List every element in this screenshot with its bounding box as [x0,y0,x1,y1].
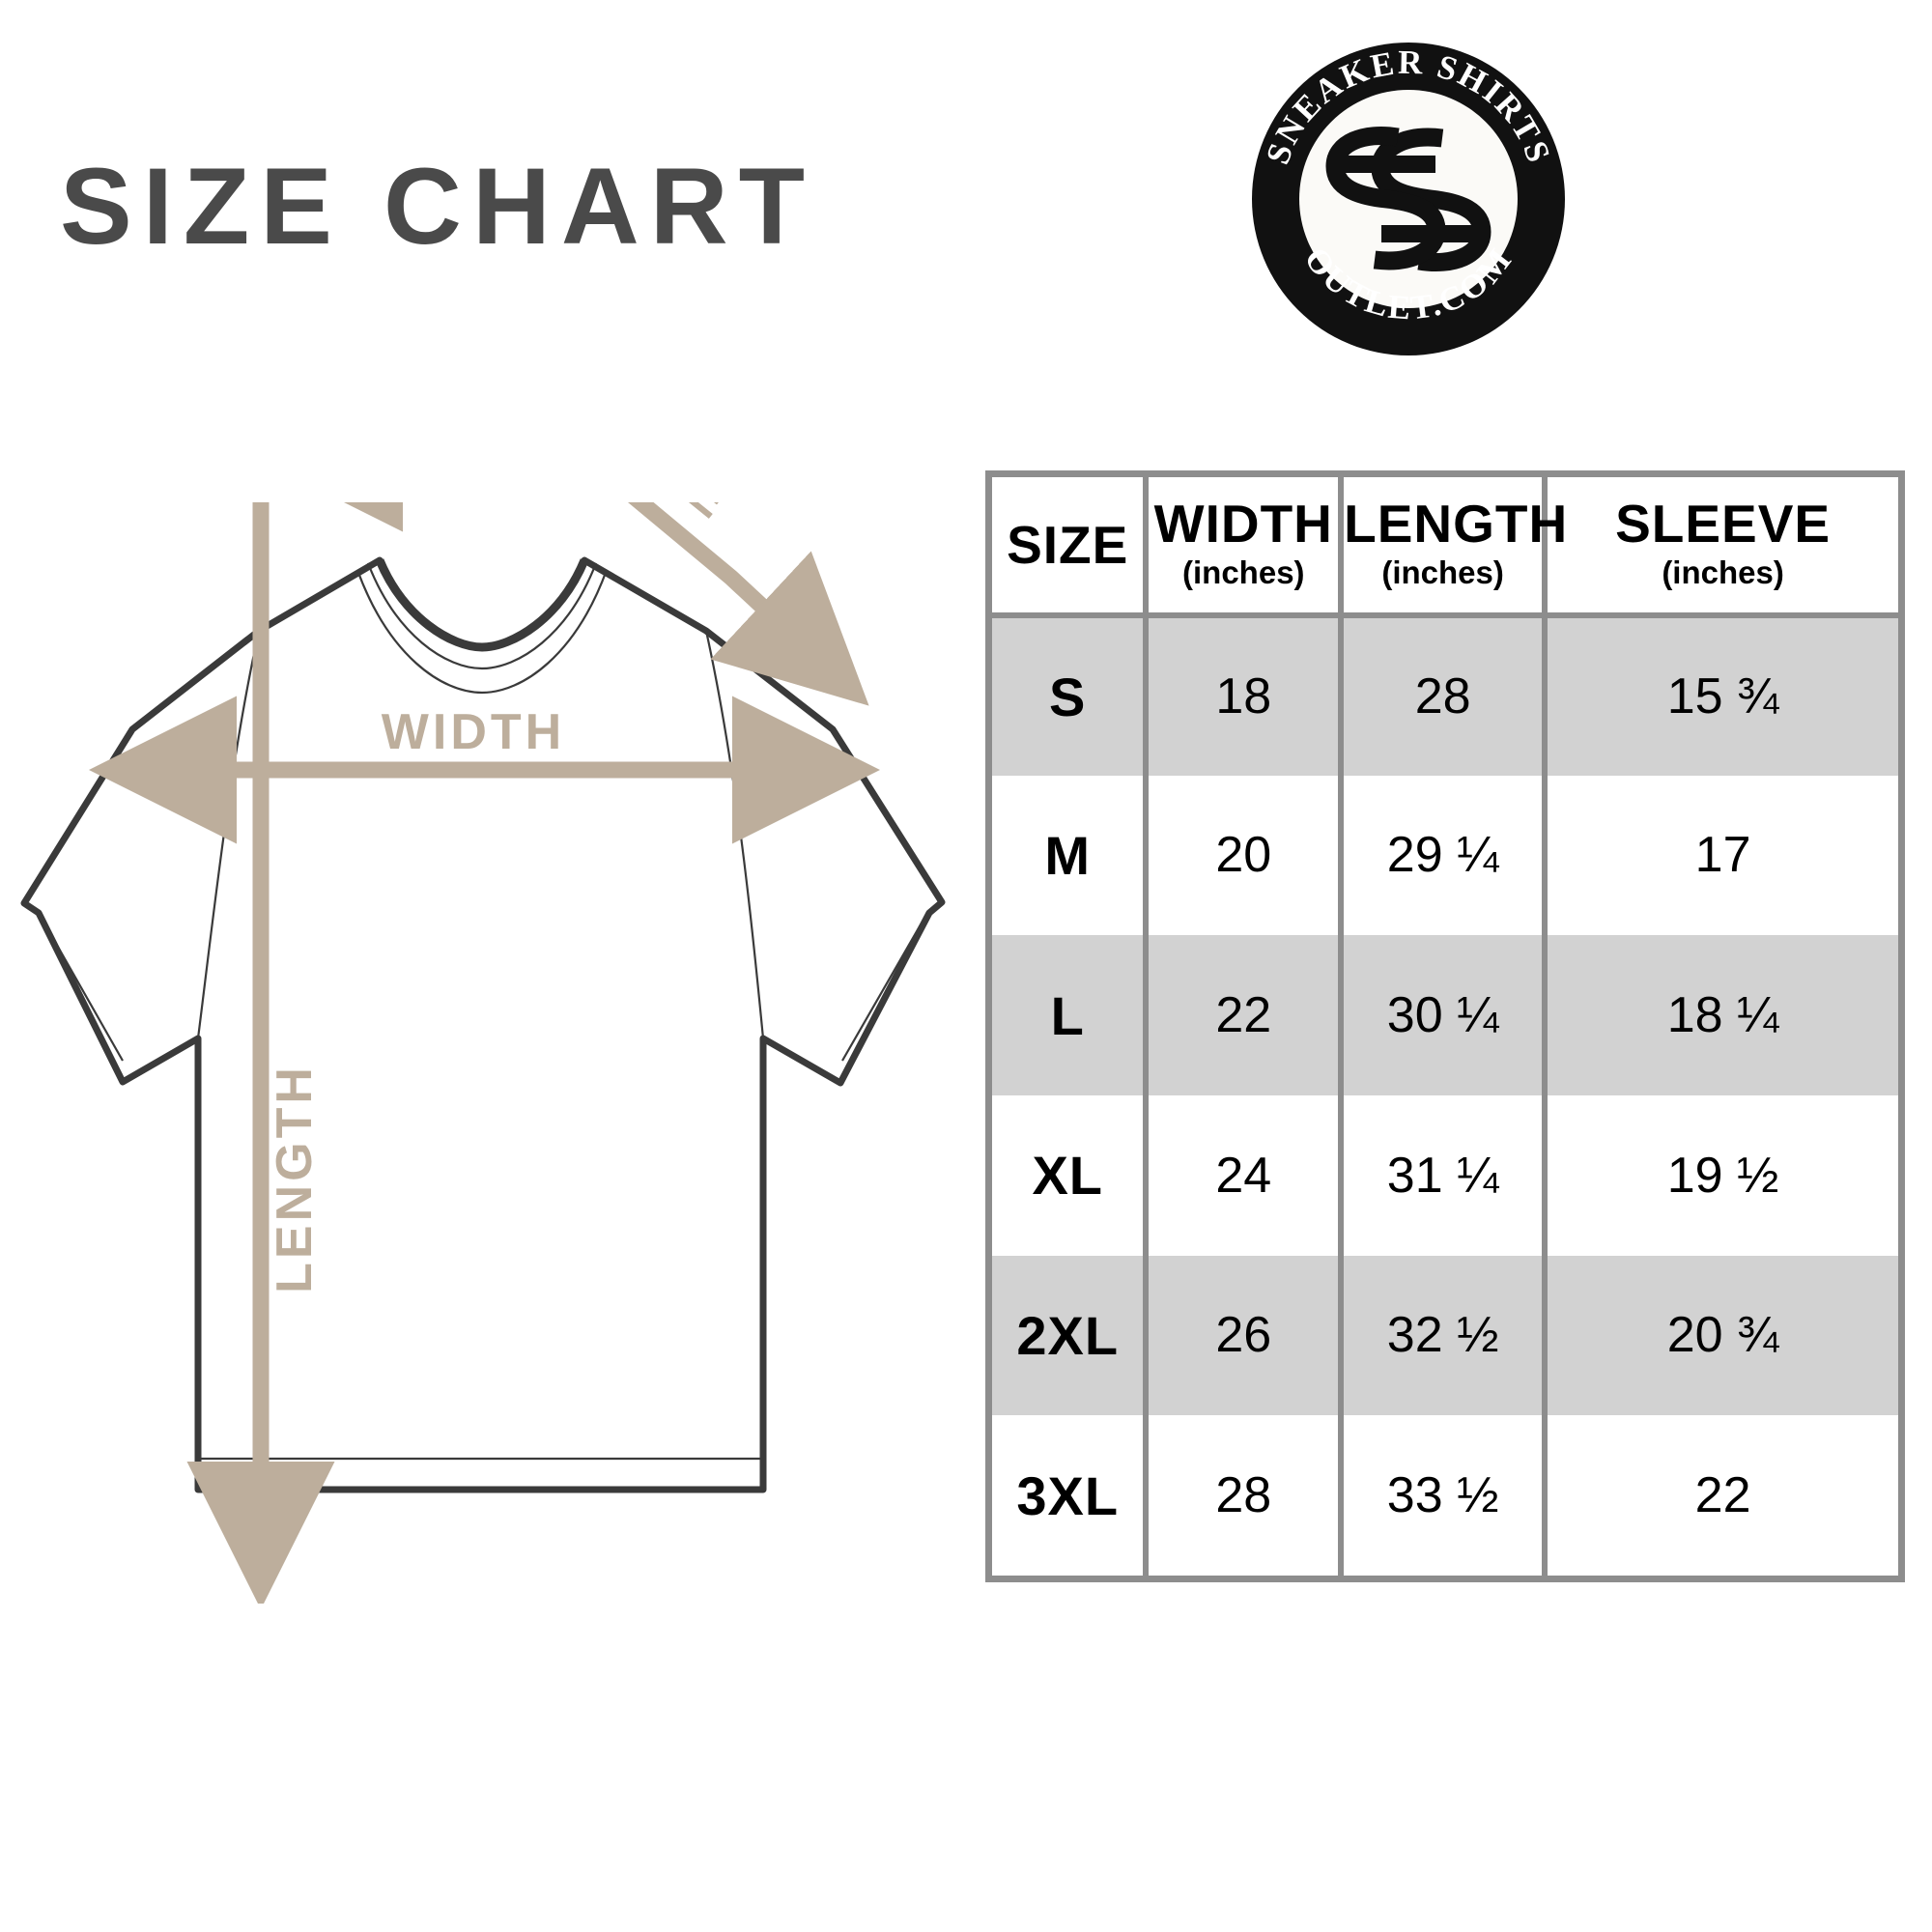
cell-size: L [992,935,1150,1095]
width-label: WIDTH [382,704,565,760]
brand-logo: SNEAKER SHIRTS OUTLET.COM [1244,35,1573,363]
length-label: LENGTH [267,1064,323,1293]
cell-sleeve: 15 ¾ [1542,615,1898,776]
cell-sleeve: 17 [1542,775,1898,936]
cell-length: 28 [1338,615,1548,776]
column-header-size-main: SIZE [1007,514,1129,575]
tshirt-outline [20,556,946,1493]
table-row: L 22 30 ¼ 18 ¼ [992,935,1898,1095]
size-measurements-table: SIZE WIDTH (inches) LENGTH (inches) SLEE… [985,470,1905,1582]
cell-size: XL [992,1094,1150,1256]
table-row: M 20 29 ¼ 17 [992,775,1898,936]
cell-size: S [992,615,1150,776]
column-header-length-unit: (inches) [1381,554,1504,590]
column-header-size: SIZE [992,477,1150,618]
cell-length: 29 ¼ [1338,775,1548,936]
cell-size: 2XL [992,1255,1150,1416]
column-header-length-main: LENGTH [1344,493,1569,554]
column-header-length: LENGTH (inches) [1338,477,1569,618]
table-row: 3XL 28 33 ½ 22 [992,1415,1898,1576]
column-header-sleeve-unit: (inches) [1662,554,1784,590]
cell-sleeve: 22 [1542,1415,1898,1576]
table-header-row: SIZE WIDTH (inches) LENGTH (inches) SLEE… [992,477,1898,618]
cell-width: 18 [1143,615,1345,776]
table-row: XL 24 31 ¼ 19 ½ [992,1094,1898,1256]
sleeve-measure-arrow [255,502,869,706]
cell-length: 31 ¼ [1338,1094,1548,1256]
column-header-width-unit: (inches) [1182,554,1305,590]
cell-width: 24 [1143,1094,1345,1256]
cell-width: 20 [1143,775,1345,936]
cell-width: 26 [1143,1255,1345,1416]
column-header-sleeve-main: SLEEVE [1615,493,1832,554]
page-title: SIZE CHART [60,146,815,267]
cell-sleeve: 19 ½ [1542,1094,1898,1256]
table-row: 2XL 26 32 ½ 20 ¾ [992,1255,1898,1416]
cell-sleeve: 20 ¾ [1542,1255,1898,1416]
tshirt-diagram: SLEEVE WIDTH LENGTH [0,502,966,1604]
column-header-sleeve: SLEEVE (inches) [1542,477,1898,618]
cell-length: 33 ½ [1338,1415,1548,1576]
cell-sleeve: 18 ¼ [1542,935,1898,1095]
table-row: S 18 28 15 ¾ [992,615,1898,776]
cell-length: 30 ¼ [1338,935,1548,1095]
cell-size: M [992,775,1150,936]
cell-size: 3XL [992,1415,1150,1576]
logo-monogram [1325,127,1492,271]
cell-length: 32 ½ [1338,1255,1548,1416]
cell-width: 22 [1143,935,1345,1095]
column-header-width: WIDTH (inches) [1143,477,1345,618]
cell-width: 28 [1143,1415,1345,1576]
column-header-width-main: WIDTH [1153,493,1333,554]
